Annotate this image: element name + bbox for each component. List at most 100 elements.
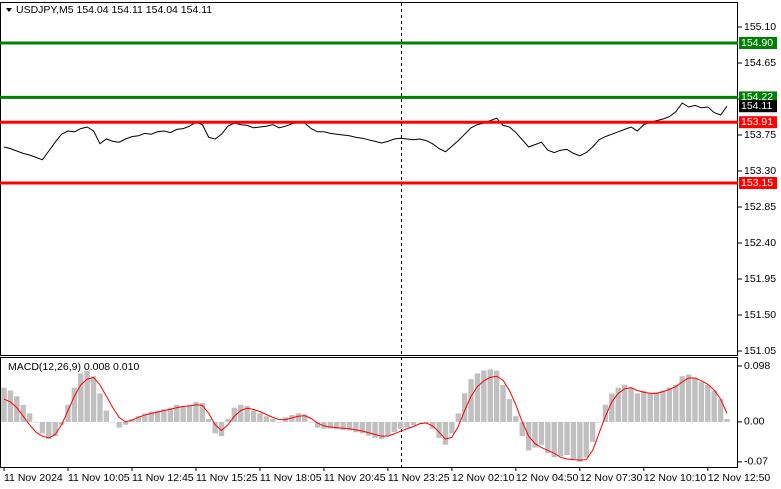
histogram-bar bbox=[410, 421, 417, 426]
histogram-bar bbox=[289, 415, 295, 422]
histogram-bar bbox=[122, 421, 129, 425]
histogram-bar bbox=[71, 387, 78, 422]
histogram-bar bbox=[161, 409, 167, 422]
x-tick-label: 11 Nov 20:45 bbox=[324, 472, 386, 484]
y-tick-label: 0.098 bbox=[744, 360, 770, 372]
x-tick-label: 11 Nov 2024 bbox=[4, 472, 63, 484]
x-tick-label: 11 Nov 10:05 bbox=[68, 472, 130, 484]
histogram-bar bbox=[212, 421, 218, 434]
histogram-bar bbox=[538, 421, 545, 445]
signal-line bbox=[3, 375, 728, 461]
histogram-bar bbox=[314, 421, 321, 428]
histogram-bar bbox=[423, 421, 429, 424]
current-price-badge bbox=[739, 100, 777, 113]
current-price-label: 154.11 bbox=[741, 100, 772, 112]
x-tick-label: 12 Nov 12:50 bbox=[708, 472, 771, 484]
histogram-bar bbox=[238, 404, 244, 422]
histogram-bar bbox=[372, 421, 378, 438]
histogram-bar bbox=[1, 387, 7, 422]
histogram-bar bbox=[199, 403, 206, 422]
histogram-bar bbox=[621, 384, 628, 422]
y-tick-label: 153.75 bbox=[744, 129, 776, 141]
macd-pane bbox=[0, 357, 738, 468]
histogram-bar bbox=[596, 421, 602, 423]
histogram-bar bbox=[218, 421, 225, 437]
chart-title: USDJPY,M5 154.04 154.11 154.04 154.11 bbox=[16, 4, 212, 16]
histogram-bar bbox=[679, 376, 685, 422]
histogram-bar bbox=[647, 393, 653, 422]
level-badge bbox=[739, 37, 777, 49]
histogram-bar bbox=[641, 390, 647, 422]
histogram-bar bbox=[327, 421, 334, 429]
level-badge bbox=[739, 177, 777, 189]
histogram-bar bbox=[78, 373, 84, 422]
histogram-bar bbox=[116, 421, 122, 428]
histogram-bar bbox=[692, 377, 698, 422]
histogram-bar bbox=[103, 410, 110, 422]
histogram-bar bbox=[7, 390, 14, 422]
macd-title: MACD(12,26,9) 0.008 0.010 bbox=[8, 361, 139, 373]
histogram-bar bbox=[14, 396, 20, 422]
histogram-bar bbox=[519, 421, 525, 437]
histogram-bar bbox=[557, 421, 564, 457]
histogram-bar bbox=[302, 414, 308, 422]
histogram-bar bbox=[225, 419, 231, 422]
x-tick-label: 11 Nov 12:45 bbox=[132, 472, 194, 484]
histogram-bar bbox=[532, 421, 538, 448]
histogram-bar bbox=[97, 393, 103, 422]
histogram-bar bbox=[429, 421, 436, 429]
histogram-bar bbox=[570, 421, 577, 460]
histogram-bar bbox=[474, 373, 481, 422]
symbol-menu-icon[interactable] bbox=[6, 8, 12, 12]
histogram-bar bbox=[493, 370, 500, 422]
histogram-bar bbox=[231, 407, 238, 422]
histogram-bar bbox=[468, 379, 474, 422]
y-tick-label: 151.05 bbox=[744, 345, 776, 357]
histogram-bar bbox=[436, 421, 442, 438]
x-tick-label: 12 Nov 02:10 bbox=[452, 472, 515, 484]
histogram-bar bbox=[52, 421, 58, 437]
histogram-bar bbox=[500, 384, 506, 422]
histogram-bar bbox=[321, 421, 327, 429]
histogram-bar bbox=[39, 421, 46, 434]
histogram-bar bbox=[628, 387, 634, 422]
histogram-bar bbox=[673, 384, 679, 422]
y-tick-label: 0.00 bbox=[744, 416, 765, 428]
histogram-bar bbox=[186, 404, 193, 422]
histogram-bar bbox=[359, 421, 366, 434]
histogram-bar bbox=[417, 421, 423, 423]
histogram-bar bbox=[577, 421, 583, 462]
histogram-bar bbox=[724, 419, 730, 422]
histogram-bar bbox=[698, 381, 705, 422]
y-tick-label: 153.30 bbox=[744, 165, 776, 177]
histogram-bar bbox=[602, 404, 609, 422]
histogram-bar bbox=[193, 401, 199, 422]
histogram-bar bbox=[391, 421, 397, 433]
level-label: 154.90 bbox=[741, 37, 773, 49]
histogram-bar bbox=[167, 407, 174, 422]
histogram-bar bbox=[506, 399, 513, 422]
y-tick-label: 151.95 bbox=[744, 273, 776, 285]
histogram-bar bbox=[513, 416, 519, 422]
x-tick-label: 11 Nov 23:25 bbox=[388, 472, 450, 484]
histogram-bar bbox=[666, 387, 673, 422]
level-label: 154.22 bbox=[741, 91, 773, 103]
histogram-bar bbox=[154, 410, 161, 422]
histogram-bar bbox=[353, 421, 359, 433]
histogram-bar bbox=[206, 419, 212, 422]
histogram-bar bbox=[583, 421, 589, 458]
histogram-bar bbox=[455, 413, 461, 422]
histogram-bar bbox=[142, 413, 148, 422]
histogram-bar bbox=[84, 370, 90, 422]
histogram-bar bbox=[270, 419, 276, 422]
histogram-bar bbox=[487, 369, 493, 422]
x-tick-label: 12 Nov 10:10 bbox=[644, 472, 707, 484]
histogram-bar bbox=[378, 421, 385, 440]
histogram-bar bbox=[257, 413, 263, 422]
y-tick-label: 154.65 bbox=[744, 57, 776, 69]
histogram-bar bbox=[148, 411, 154, 422]
histogram-bar bbox=[717, 399, 724, 422]
y-tick-label: -0.07 bbox=[744, 456, 768, 468]
histogram-bar bbox=[180, 405, 186, 422]
